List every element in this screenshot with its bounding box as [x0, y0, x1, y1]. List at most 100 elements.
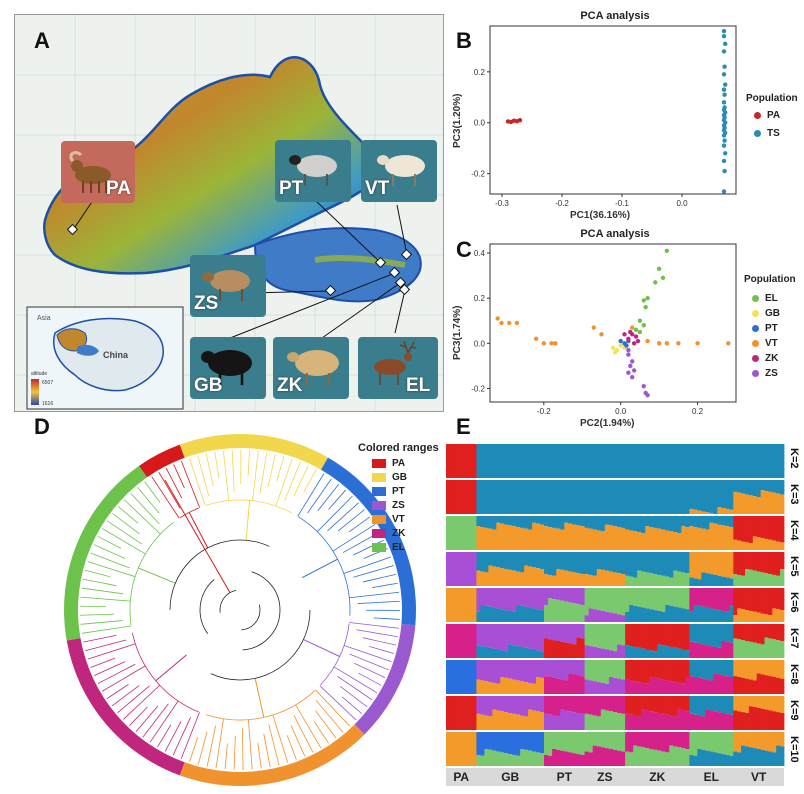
admixture-bar [600, 480, 606, 514]
admixture-bar [705, 552, 710, 574]
admixture-bar [572, 624, 577, 645]
admixture-bar [564, 480, 569, 514]
admixture-bar [725, 480, 730, 509]
admixture-bar [604, 552, 610, 571]
point-pa [517, 117, 523, 123]
admixture-bar [752, 536, 758, 550]
admixture-bar [677, 516, 682, 533]
admixture-bar [484, 572, 489, 586]
admixture-bar [657, 678, 662, 694]
admixture-bar [468, 588, 474, 622]
admixture-bar [737, 608, 742, 622]
admixture-bar [524, 732, 529, 750]
admixture-bar [768, 444, 773, 478]
admixture-bar [592, 552, 598, 576]
admixture-bar [772, 711, 777, 730]
admixture-bar [764, 588, 769, 615]
admixture-bar [764, 516, 769, 539]
point-ts [723, 41, 728, 47]
tree-branch [293, 465, 309, 497]
admixture-bar [528, 648, 533, 658]
admixture-bar [760, 572, 765, 586]
admixture-bar [520, 749, 525, 766]
admixture-bar [661, 696, 666, 714]
map-panel: Asia China altitude 6507 1616 PA PT [14, 14, 444, 412]
admixture-bar [572, 674, 577, 694]
admixture-bar [516, 755, 521, 766]
tree-clade-arc [298, 516, 351, 616]
admixture-bar [677, 624, 682, 649]
admixture-bar [760, 644, 765, 658]
admixture-bar [760, 444, 765, 478]
admixture-bar [540, 569, 545, 586]
point-vt [656, 341, 662, 346]
admixture-bar [560, 480, 565, 514]
point-el [637, 329, 643, 335]
admixture-bar [564, 601, 569, 622]
admixture-bar [705, 444, 710, 478]
admixture-bar [772, 588, 777, 609]
admixture-bar [604, 696, 610, 711]
admixture-bar [657, 644, 662, 658]
admixture-bar [776, 493, 781, 514]
admixture-bar [752, 707, 758, 730]
tree-branch [173, 464, 185, 489]
admixture-bar [729, 732, 734, 756]
admixture-bar [476, 611, 481, 622]
admixture-bar [560, 600, 565, 622]
admixture-bar [576, 696, 581, 713]
admixture-bar [748, 679, 754, 694]
admixture-bar [756, 516, 761, 538]
admixture-bar [608, 749, 614, 766]
admixture-bar [764, 637, 769, 658]
admixture-bar [492, 444, 497, 478]
admixture-bar [629, 624, 634, 647]
tree-branch [313, 721, 329, 744]
admixture-bar [536, 752, 541, 766]
admixture-bar [576, 444, 581, 478]
admixture-bar [453, 732, 458, 766]
tree-branch [307, 478, 332, 514]
admixture-bar [701, 716, 706, 730]
admixture-bar [461, 516, 466, 550]
tree-clade-arc [320, 623, 350, 686]
admixture-bar [604, 732, 610, 749]
admixture-bar [504, 753, 509, 766]
admixture-bar [572, 572, 577, 586]
population-label-gb: GB [501, 770, 520, 784]
admixture-bar [449, 480, 455, 514]
admixture-bar [580, 588, 585, 605]
admixture-bar [637, 660, 642, 683]
tree-branch [241, 727, 244, 770]
admixture-bar [496, 522, 501, 550]
admixture-bar [540, 677, 545, 694]
admixture-bar [657, 480, 662, 514]
admixture-bar [649, 516, 654, 528]
admixture-bar [629, 576, 634, 586]
admixture-bar [625, 588, 630, 612]
admixture-bar [673, 606, 678, 622]
admixture-bar [733, 710, 738, 730]
admixture-bar [532, 732, 537, 752]
admixture-bar [745, 552, 750, 569]
admixture-bar [484, 444, 489, 478]
admixture-bar [657, 528, 662, 550]
inset-china-label: China [103, 350, 129, 360]
admixture-bar [617, 516, 622, 528]
admixture-bar [689, 754, 694, 766]
admixture-bar [544, 696, 549, 714]
k-label: K=8 [788, 664, 800, 685]
admixture-bar [681, 696, 686, 711]
admixture-bar [520, 715, 525, 730]
tree-pa-branch [164, 479, 231, 593]
admixture-bar [737, 540, 742, 550]
admixture-bar [552, 575, 557, 586]
admixture-bar [457, 516, 462, 550]
admixture-bar [681, 552, 686, 573]
admixture-bar [641, 588, 646, 608]
admixture-bar [584, 645, 590, 658]
admixture-bar [760, 624, 765, 645]
admixture-bar [568, 643, 573, 658]
admixture-bar [649, 444, 654, 478]
admixture-bar [476, 444, 481, 478]
